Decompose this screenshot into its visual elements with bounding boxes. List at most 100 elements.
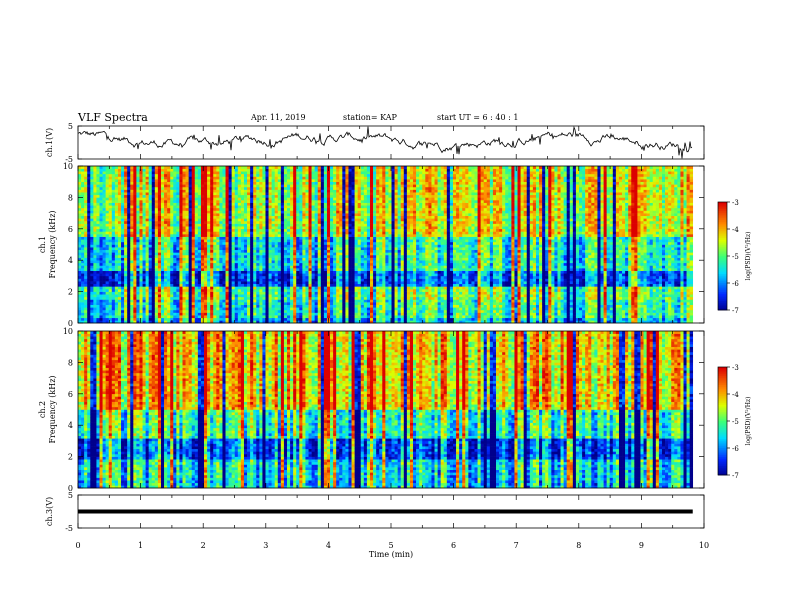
spectrogram-cell <box>268 278 272 282</box>
spectrogram-cell <box>90 254 94 258</box>
spectrogram-cell <box>237 168 242 172</box>
spectrogram-cell <box>302 239 306 243</box>
spectrogram-cell <box>136 291 140 295</box>
spectrogram-cell <box>200 179 205 182</box>
spectrogram-cell <box>114 176 119 180</box>
spectrogram-cell <box>271 265 276 269</box>
spectrogram-cell <box>200 220 205 224</box>
spectrogram-cell <box>314 173 319 177</box>
spectrogram-cell <box>317 299 322 303</box>
spectrogram-cell <box>145 265 149 269</box>
spectrogram-cell <box>302 281 306 285</box>
spectrogram-cell <box>170 223 174 227</box>
spectrogram-cell <box>176 270 180 274</box>
spectrogram-cell <box>84 252 88 256</box>
spectrogram-cell <box>271 210 276 214</box>
spectrogram-cell <box>130 299 134 303</box>
spectrogram-cell <box>133 278 137 282</box>
spectrogram-cell <box>219 320 223 324</box>
spectrogram-cell <box>142 317 146 321</box>
spectrogram-cell <box>96 210 100 214</box>
spectrogram-cell <box>173 288 177 292</box>
spectrogram-cell <box>148 215 153 219</box>
spectrogram-cell <box>256 226 260 230</box>
spectrogram-cell <box>317 317 322 321</box>
spectrogram-cell <box>213 275 217 279</box>
spectrogram-cell <box>326 205 331 209</box>
spectrogram-cell <box>256 194 260 198</box>
spectrogram-cell <box>237 171 242 175</box>
spectrogram-cell <box>96 294 100 298</box>
spectrogram-cell <box>231 194 236 198</box>
spectrogram-cell <box>176 247 180 251</box>
spectrogram-cell <box>274 302 279 305</box>
spectrogram-cell <box>139 168 143 172</box>
spectrogram-cell <box>253 257 257 261</box>
spectrogram-cell <box>320 166 325 169</box>
spectrogram-cell <box>293 171 297 175</box>
spectrogram-cell <box>253 288 257 292</box>
spectrogram-cell <box>176 320 180 324</box>
spectrogram-cell <box>173 294 177 298</box>
spectrogram-cell <box>142 207 146 211</box>
spectrogram-cell <box>259 304 263 308</box>
spectrogram-cell <box>179 197 183 201</box>
spectrogram-cell <box>265 210 269 214</box>
spectrogram-cell <box>154 320 159 324</box>
spectrogram-cell <box>182 257 186 261</box>
spectrogram-cell <box>210 273 214 277</box>
spectrogram-cell <box>296 278 300 282</box>
spectrogram-cell <box>173 309 177 313</box>
spectrogram-cell <box>290 288 294 292</box>
spectrogram-cell <box>130 275 134 279</box>
spectrogram-cell <box>216 254 220 258</box>
spectrogram-cell <box>200 171 205 175</box>
spectrogram-cell <box>287 197 291 201</box>
spectrogram-cell <box>145 304 149 308</box>
spectrogram-cell <box>317 286 322 290</box>
spectrogram-cell <box>259 257 263 261</box>
spectrogram-cell <box>176 278 180 282</box>
spectrogram-cell <box>105 252 110 256</box>
spectrogram-cell <box>268 275 272 279</box>
spectrogram-cell <box>305 257 309 261</box>
spectrogram-cell <box>234 286 239 290</box>
spectrogram-cell <box>182 223 186 227</box>
spectrogram-cell <box>280 176 285 180</box>
spectrogram-cell <box>231 294 236 298</box>
spectrogram-cell <box>90 181 94 185</box>
spectrogram-cell <box>188 312 193 316</box>
spectrogram-cell <box>213 281 217 285</box>
spectrogram-cell <box>247 215 251 219</box>
spectrogram-cell <box>210 291 214 295</box>
spectrogram-cell <box>167 171 171 175</box>
spectrogram-cell <box>182 299 186 303</box>
spectrogram-cell <box>225 260 229 264</box>
spectrogram-cell <box>314 192 319 196</box>
spectrogram-cell <box>173 166 177 169</box>
spectrogram-cell <box>280 260 285 264</box>
spectrogram-cell <box>194 228 199 232</box>
spectrogram-cell <box>259 278 263 282</box>
spectrogram-cell <box>105 213 110 217</box>
spectrogram-cell <box>320 207 325 211</box>
spectrogram-cell <box>111 184 116 188</box>
spectrogram-cell <box>102 241 106 245</box>
spectrogram-cell <box>121 262 125 266</box>
spectrogram-cell <box>314 244 319 248</box>
spectrogram-cell <box>302 186 306 190</box>
spectrogram-cell <box>290 275 294 279</box>
spectrogram-cell <box>84 205 88 209</box>
spectrogram-cell <box>84 207 88 211</box>
spectrogram-cell <box>231 278 236 282</box>
spectrogram-cell <box>296 189 300 193</box>
spectrogram-cell <box>231 213 236 217</box>
spectrogram-cell <box>142 312 146 316</box>
spectrogram-cell <box>197 176 202 180</box>
spectrogram-cell <box>117 320 122 324</box>
spectrogram-cell <box>234 309 239 313</box>
spectrogram-cell <box>124 197 128 201</box>
spectrogram-cell <box>124 168 128 172</box>
spectrogram-cell <box>274 244 279 248</box>
spectrogram-cell <box>108 286 113 290</box>
